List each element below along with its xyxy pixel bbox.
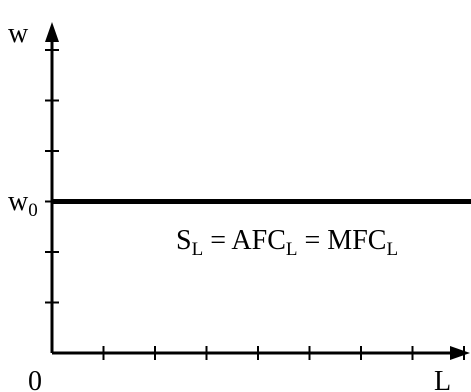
x-axis-arrowhead [450, 346, 470, 360]
annotation-part-3: = MFC [298, 225, 387, 256]
y-level-label-sub: 0 [28, 200, 38, 221]
y-level-label-main: w [8, 186, 29, 217]
y-level-label: w0 [8, 186, 38, 221]
annotation-sub-2: L [286, 239, 298, 260]
annotation-sub-3: L [386, 239, 398, 260]
annotation-part-2: = AFC [203, 225, 286, 256]
axis-ticks [45, 49, 465, 360]
y-axis-label: w [8, 18, 29, 49]
supply-curve-annotation: SL = AFCL = MFCL [176, 225, 398, 260]
x-axis-label: L [434, 366, 451, 392]
annotation-part-1: S [176, 225, 192, 256]
annotation-sub-1: L [192, 239, 204, 260]
y-axis-arrowhead [45, 22, 59, 42]
origin-label: 0 [28, 366, 42, 392]
